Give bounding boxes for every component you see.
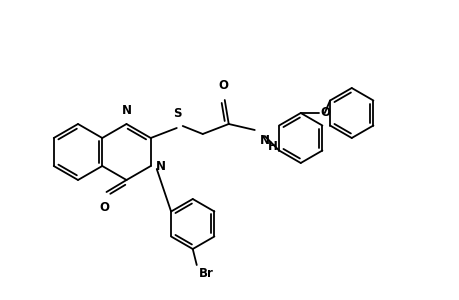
Text: O: O bbox=[99, 201, 109, 214]
Text: O: O bbox=[218, 79, 228, 92]
Text: N: N bbox=[259, 134, 269, 147]
Text: S: S bbox=[173, 107, 182, 120]
Text: N: N bbox=[121, 104, 131, 117]
Text: H: H bbox=[267, 140, 277, 153]
Text: Br: Br bbox=[198, 267, 213, 280]
Text: N: N bbox=[156, 160, 165, 172]
Text: O: O bbox=[320, 106, 330, 118]
